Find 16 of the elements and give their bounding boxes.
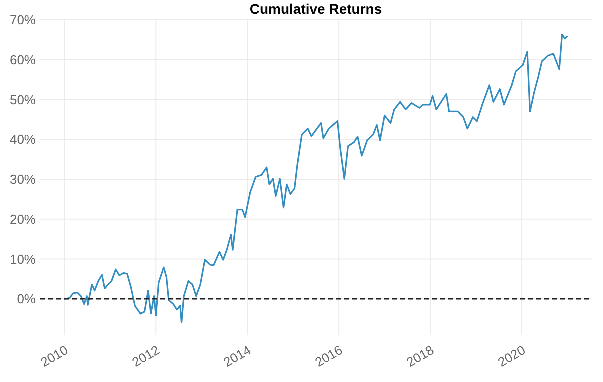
x-tick-label: 2014 — [221, 342, 254, 370]
x-tick-label: 2020 — [496, 342, 528, 370]
y-tick-label: 70% — [10, 12, 36, 28]
x-tick-label: 2010 — [38, 342, 71, 370]
y-tick-label: 60% — [10, 52, 36, 68]
x-tick-label: 2016 — [312, 342, 346, 370]
y-tick-label: 0% — [17, 292, 36, 307]
x-tick-label: 2012 — [130, 342, 162, 370]
y-tick-label: 10% — [10, 252, 36, 267]
chart-title: Cumulative Returns — [250, 1, 382, 17]
x-tick-label: 2018 — [404, 342, 437, 370]
y-tick-label: 50% — [10, 92, 36, 108]
y-tick-label: 20% — [10, 212, 36, 227]
y-tick-label: 30% — [10, 172, 36, 188]
y-tick-label: 40% — [10, 132, 36, 148]
line-series — [64, 34, 568, 324]
